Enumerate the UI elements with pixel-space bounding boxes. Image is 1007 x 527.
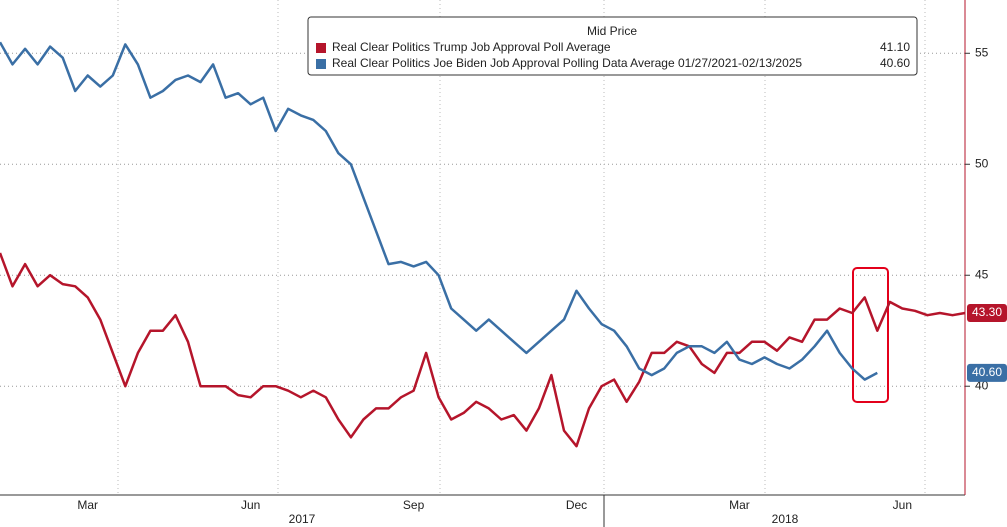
x-tick-label: Sep xyxy=(403,498,425,512)
end-label: 43.30 xyxy=(972,305,1002,319)
y-tick-label: 50 xyxy=(975,156,989,170)
end-label: 40.60 xyxy=(972,365,1002,379)
highlight-box xyxy=(852,267,889,403)
legend-value: 40.60 xyxy=(880,56,910,70)
legend-value: 41.10 xyxy=(880,40,910,54)
x-tick-label: Jun xyxy=(893,498,912,512)
y-tick-label: 55 xyxy=(975,45,989,59)
year-label: 2018 xyxy=(772,512,799,526)
end-label-box xyxy=(967,303,1007,322)
legend-swatch xyxy=(316,43,326,53)
year-label: 2017 xyxy=(289,512,316,526)
y-tick-label: 45 xyxy=(975,267,989,281)
x-tick-label: Dec xyxy=(566,498,587,512)
series-line xyxy=(0,41,878,381)
series-line xyxy=(0,252,966,448)
legend-label: Real Clear Politics Trump Job Approval P… xyxy=(332,40,611,54)
x-tick-label: Mar xyxy=(729,498,750,512)
legend-label: Real Clear Politics Joe Biden Job Approv… xyxy=(332,56,802,70)
legend-box xyxy=(307,16,918,76)
x-tick-label: Mar xyxy=(77,498,98,512)
quarter-gridlines xyxy=(117,0,926,495)
legend-swatch xyxy=(316,59,326,69)
legend: Mid Price Real Clear Politics Trump Job … xyxy=(307,16,918,76)
end-label-box xyxy=(967,363,1007,382)
legend-title: Mid Price xyxy=(587,24,637,38)
x-tick-label: Jun xyxy=(241,498,260,512)
